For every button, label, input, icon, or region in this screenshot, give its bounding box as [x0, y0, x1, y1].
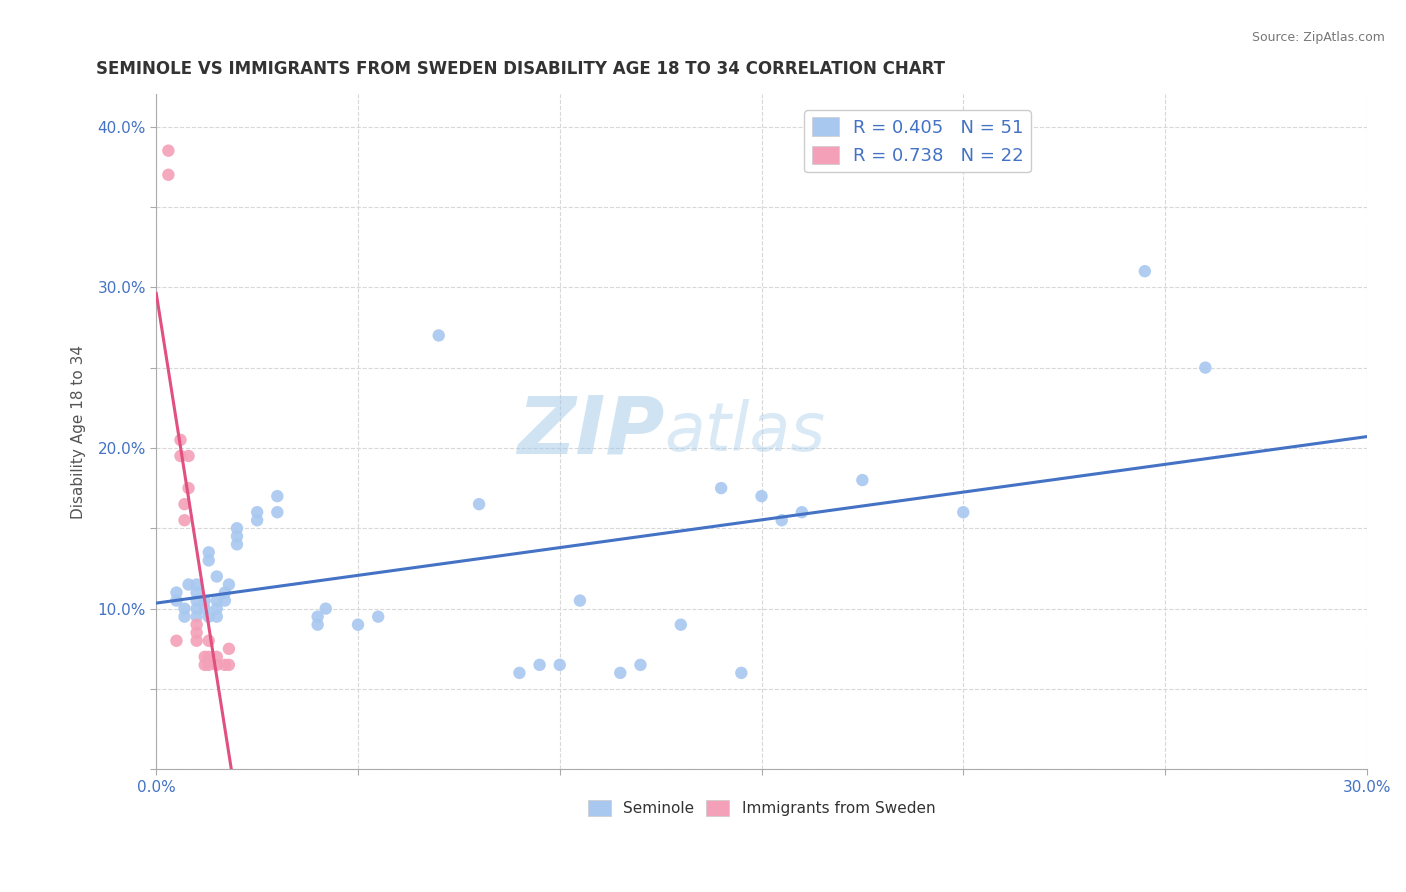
Point	[226, 521, 249, 535]
Point	[169, 433, 191, 447]
Point	[307, 609, 329, 624]
Point	[205, 649, 228, 664]
Point	[790, 505, 813, 519]
Point	[952, 505, 974, 519]
Point	[197, 553, 219, 567]
Point	[218, 577, 240, 591]
Point	[177, 577, 200, 591]
Point	[367, 609, 389, 624]
Point	[169, 449, 191, 463]
Point	[508, 665, 530, 680]
Point	[165, 633, 187, 648]
Point	[186, 585, 208, 599]
Point	[226, 529, 249, 543]
Point	[214, 585, 236, 599]
Point	[157, 144, 180, 158]
Point	[266, 489, 288, 503]
Point	[851, 473, 873, 487]
Legend: Seminole, Immigrants from Sweden: Seminole, Immigrants from Sweden	[582, 794, 941, 822]
Point	[347, 617, 370, 632]
Point	[197, 633, 219, 648]
Point	[186, 625, 208, 640]
Point	[568, 593, 591, 607]
Point	[165, 593, 187, 607]
Point	[266, 505, 288, 519]
Point	[177, 449, 200, 463]
Point	[186, 633, 208, 648]
Point	[307, 617, 329, 632]
Point	[1133, 264, 1156, 278]
Point	[197, 609, 219, 624]
Point	[165, 585, 187, 599]
Point	[246, 513, 269, 527]
Point	[194, 601, 217, 615]
Point	[529, 657, 551, 672]
Point	[197, 657, 219, 672]
Point	[246, 505, 269, 519]
Point	[315, 601, 337, 615]
Point	[218, 657, 240, 672]
Point	[177, 481, 200, 495]
Point	[194, 657, 217, 672]
Y-axis label: Disability Age 18 to 34: Disability Age 18 to 34	[72, 345, 86, 519]
Point	[197, 649, 219, 664]
Point	[205, 569, 228, 583]
Point	[770, 513, 793, 527]
Point	[214, 593, 236, 607]
Text: Source: ZipAtlas.com: Source: ZipAtlas.com	[1251, 31, 1385, 45]
Point	[468, 497, 491, 511]
Point	[630, 657, 652, 672]
Point	[218, 641, 240, 656]
Text: atlas: atlas	[665, 399, 825, 465]
Point	[197, 545, 219, 559]
Point	[186, 577, 208, 591]
Text: SEMINOLE VS IMMIGRANTS FROM SWEDEN DISABILITY AGE 18 TO 34 CORRELATION CHART: SEMINOLE VS IMMIGRANTS FROM SWEDEN DISAB…	[96, 60, 945, 78]
Point	[214, 657, 236, 672]
Point	[194, 593, 217, 607]
Point	[751, 489, 773, 503]
Point	[173, 497, 195, 511]
Point	[186, 601, 208, 615]
Point	[173, 513, 195, 527]
Point	[186, 617, 208, 632]
Point	[730, 665, 752, 680]
Point	[173, 609, 195, 624]
Point	[1194, 360, 1216, 375]
Point	[609, 665, 631, 680]
Point	[548, 657, 571, 672]
Point	[186, 609, 208, 624]
Point	[194, 649, 217, 664]
Point	[427, 328, 450, 343]
Point	[205, 657, 228, 672]
Text: ZIP: ZIP	[517, 392, 665, 471]
Point	[205, 609, 228, 624]
Point	[226, 537, 249, 551]
Point	[205, 601, 228, 615]
Point	[157, 168, 180, 182]
Point	[173, 601, 195, 615]
Point	[669, 617, 692, 632]
Point	[710, 481, 733, 495]
Point	[205, 593, 228, 607]
Point	[186, 593, 208, 607]
